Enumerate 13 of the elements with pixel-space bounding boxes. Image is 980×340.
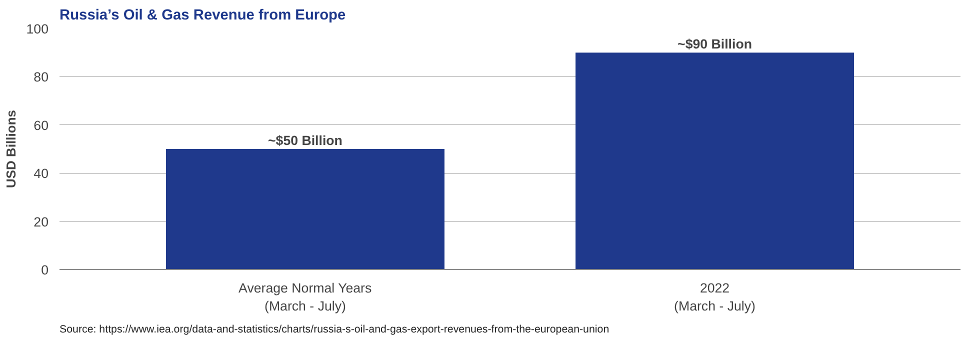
y-tick-label: 40 bbox=[34, 166, 49, 182]
y-tick-label: 60 bbox=[34, 118, 49, 133]
chart-title: Russia’s Oil & Gas Revenue from Europe bbox=[60, 8, 346, 24]
y-axis-title: USD Billions bbox=[3, 110, 18, 188]
x-tick-label: Average Normal Years (March - July) bbox=[238, 280, 372, 314]
x-tick-label: 2022 (March - July) bbox=[674, 280, 756, 314]
data-label: ~$90 Billion bbox=[678, 36, 752, 52]
y-tick-label: 0 bbox=[41, 262, 49, 278]
y-tick-label: 20 bbox=[34, 214, 49, 230]
y-tick-label: 80 bbox=[34, 70, 49, 85]
data-label: ~$50 Billion bbox=[268, 133, 342, 148]
y-tick-label: 100 bbox=[26, 22, 49, 36]
source-note: Source: https://www.iea.org/data-and-statistics/charts/russia-s-oil-and-gas-export-revenues-from-the-european-union bbox=[60, 324, 610, 336]
